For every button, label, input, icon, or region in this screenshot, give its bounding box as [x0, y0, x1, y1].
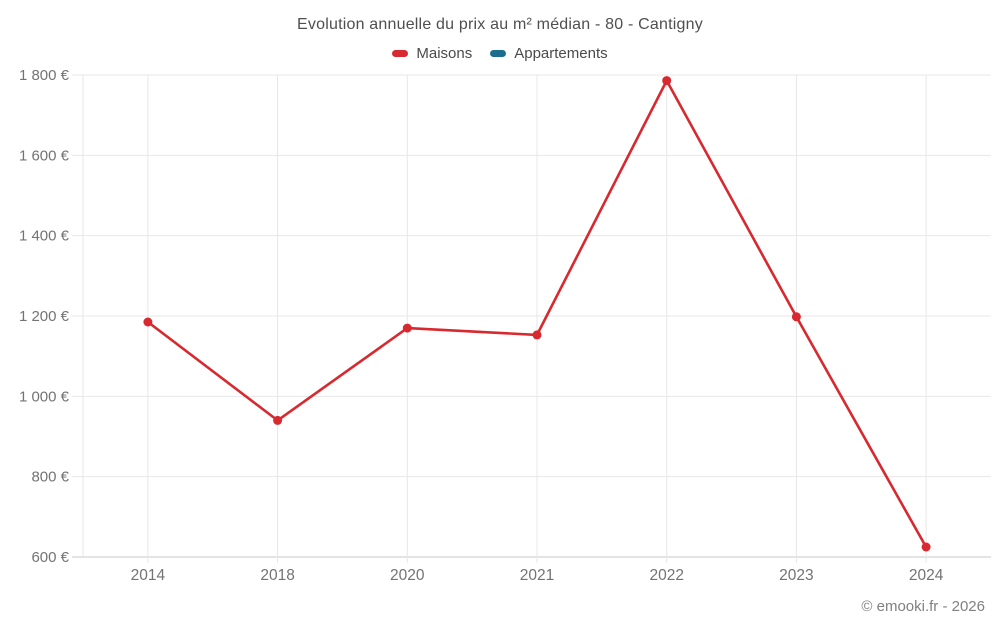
data-point-maisons[interactable] [273, 415, 283, 425]
data-point-maisons[interactable] [402, 323, 412, 333]
x-tick-label: 2018 [260, 567, 294, 584]
x-tick-label: 2021 [520, 567, 554, 584]
y-tick-label: 1 400 € [19, 228, 70, 245]
appartements-series-swatch [490, 50, 507, 57]
y-tick-label: 600 € [31, 549, 69, 566]
x-tick-label: 2014 [131, 567, 166, 584]
x-tick-label: 2022 [649, 567, 683, 584]
y-tick-label: 1 200 € [19, 308, 70, 325]
x-tick-label: 2024 [909, 567, 944, 584]
legend: Maisons Appartements [0, 45, 1000, 62]
credit-text: © emooki.fr - 2026 [861, 598, 985, 615]
x-tick-label: 2023 [779, 567, 813, 584]
data-point-maisons[interactable] [143, 317, 153, 327]
chart-title: Evolution annuelle du prix au m² médian … [297, 16, 703, 33]
legend-item-appartements[interactable]: Appartements [490, 45, 608, 62]
data-point-maisons[interactable] [791, 312, 801, 322]
x-tick-label: 2020 [390, 567, 425, 584]
y-tick-label: 800 € [31, 469, 69, 486]
legend-item-maisons[interactable]: Maisons [392, 45, 472, 62]
y-tick-label: 1 800 € [19, 67, 70, 84]
legend-label-appartements: Appartements [514, 45, 608, 62]
maisons-series-swatch [392, 50, 409, 57]
legend-label-maisons: Maisons [416, 45, 473, 62]
y-tick-label: 1 600 € [19, 147, 70, 164]
data-point-maisons[interactable] [532, 330, 542, 340]
data-point-maisons[interactable] [662, 76, 672, 86]
y-tick-label: 1 000 € [19, 388, 70, 405]
data-point-maisons[interactable] [921, 542, 931, 552]
